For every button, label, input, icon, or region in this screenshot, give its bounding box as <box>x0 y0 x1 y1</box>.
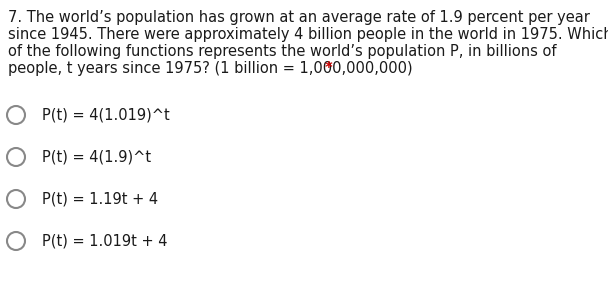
Text: P(t) = 4(1.9)^t: P(t) = 4(1.9)^t <box>42 149 151 165</box>
Text: *: * <box>324 61 332 76</box>
Text: 7. The world’s population has grown at an average rate of 1.9 percent per year: 7. The world’s population has grown at a… <box>8 10 590 25</box>
Text: P(t) = 1.19t + 4: P(t) = 1.19t + 4 <box>42 191 158 207</box>
Text: P(t) = 1.019t + 4: P(t) = 1.019t + 4 <box>42 233 167 249</box>
Text: people, t years since 1975? (1 billion = 1,000,000,000): people, t years since 1975? (1 billion =… <box>8 61 417 76</box>
Text: P(t) = 4(1.019)^t: P(t) = 4(1.019)^t <box>42 108 170 123</box>
Text: since 1945. There were approximately 4 billion people in the world in 1975. Whic: since 1945. There were approximately 4 b… <box>8 27 608 42</box>
Text: of the following functions represents the world’s population P, in billions of: of the following functions represents th… <box>8 44 556 59</box>
